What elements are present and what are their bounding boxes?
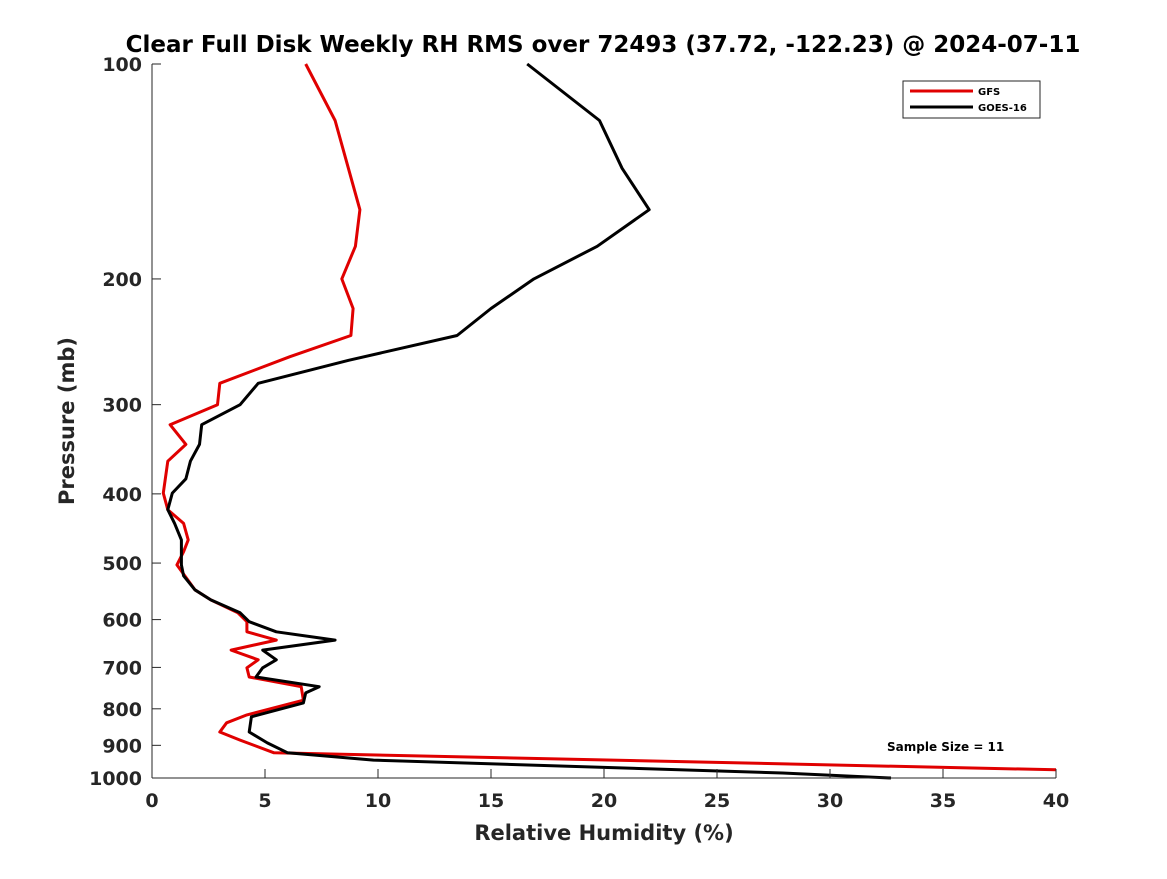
x-axis-label: Relative Humidity (%)	[474, 821, 733, 845]
x-ticks: 0 5 10 15 20 25 30 35 40	[145, 769, 1069, 812]
y-tick-label: 300	[102, 395, 142, 417]
x-tick-label: 40	[1043, 790, 1069, 812]
x-tick-label: 5	[258, 790, 271, 812]
y-tick-label: 900	[102, 735, 142, 757]
y-axis-label: Pressure (mb)	[55, 337, 79, 505]
x-tick-label: 0	[145, 790, 158, 812]
chart-title: Clear Full Disk Weekly RH RMS over 72493…	[126, 32, 1081, 58]
y-tick-label: 800	[102, 699, 142, 721]
legend-label-gfs: GFS	[978, 87, 1000, 98]
x-tick-label: 30	[817, 790, 843, 812]
x-tick-label: 25	[704, 790, 730, 812]
y-tick-label: 100	[102, 54, 142, 76]
y-tick-label: 600	[102, 610, 142, 632]
y-tick-label: 1000	[89, 768, 142, 790]
x-tick-label: 15	[478, 790, 504, 812]
y-ticks: 100 200 300 400 500 600 700 800 900 1000	[89, 54, 161, 790]
y-tick-label: 700	[102, 657, 142, 679]
x-tick-label: 10	[365, 790, 391, 812]
series-lines	[161, 62, 1057, 780]
y-tick-label: 200	[102, 269, 142, 291]
y-tick-label: 400	[102, 484, 142, 506]
x-tick-label: 35	[930, 790, 956, 812]
series-line-goes16	[166, 62, 892, 780]
x-tick-label: 20	[591, 790, 617, 812]
legend-box	[902, 80, 1041, 119]
y-tick-label: 500	[102, 553, 142, 575]
legend: GFS GOES-16	[902, 80, 1041, 119]
series-line-gfs	[161, 63, 1057, 772]
legend-label-goes16: GOES-16	[978, 103, 1027, 114]
sample-size-annotation: Sample Size = 11	[887, 740, 1004, 754]
